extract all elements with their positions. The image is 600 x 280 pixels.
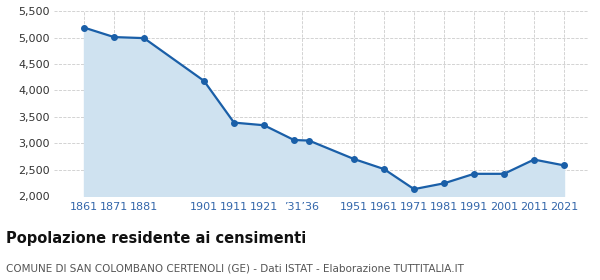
Text: Popolazione residente ai censimenti: Popolazione residente ai censimenti [6,231,306,246]
Text: COMUNE DI SAN COLOMBANO CERTENOLI (GE) - Dati ISTAT - Elaborazione TUTTITALIA.IT: COMUNE DI SAN COLOMBANO CERTENOLI (GE) -… [6,263,464,273]
